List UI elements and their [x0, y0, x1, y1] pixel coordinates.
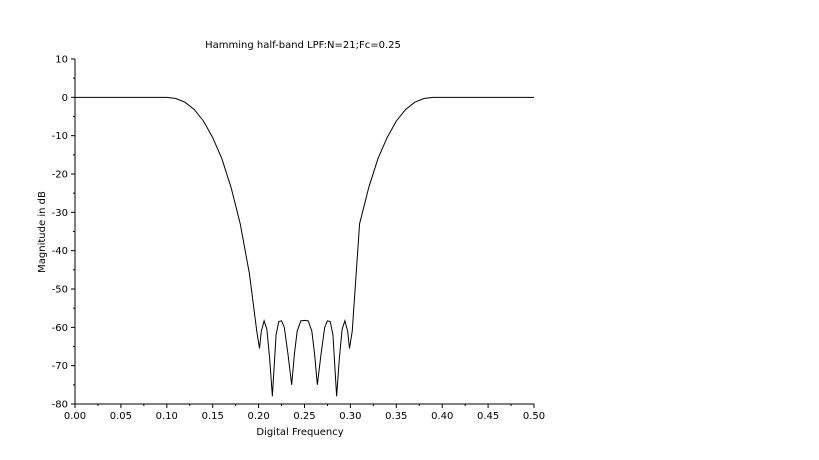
series-line-magnitude [75, 96, 534, 397]
x-tick-label: 0.05 [110, 411, 132, 422]
y-tick-label: -60 [52, 323, 68, 334]
y-tick-label: 10 [55, 55, 68, 66]
y-tick-label: -20 [52, 170, 68, 181]
y-tick-label: -80 [52, 400, 68, 411]
x-tick-label: 0.10 [156, 411, 178, 422]
chart-title: Hamming half-band LPF:N=21;Fc=0.25 [205, 40, 401, 51]
y-tick-label: -10 [52, 131, 68, 142]
x-tick-label: 0.15 [202, 411, 224, 422]
x-axis-label: Digital Frequency [256, 427, 343, 438]
y-tick-label: -30 [52, 208, 68, 219]
x-tick-label: 0.20 [247, 411, 269, 422]
x-tick-label: 0.00 [64, 411, 86, 422]
y-tick-label: -70 [52, 361, 68, 372]
x-tick-label: 0.40 [431, 411, 453, 422]
y-tick-label: 0 [62, 93, 68, 104]
x-tick-label: 0.30 [339, 411, 361, 422]
x-tick-label: 0.35 [385, 411, 407, 422]
y-axis-label: Magnitude in dB [37, 191, 48, 273]
x-tick-label: 0.50 [523, 411, 545, 422]
y-axis: 10 0 -10 -20 -30 -40 -50 -60 -70 -80 [52, 55, 75, 411]
y-tick-label: -50 [52, 285, 68, 296]
y-tick-label: -40 [52, 246, 68, 257]
x-axis: 0.00 0.05 0.10 0.15 0.20 0.25 0.30 0.35 0.40 0.45… [64, 404, 545, 422]
x-tick-label: 0.25 [293, 411, 315, 422]
x-tick-label: 0.45 [477, 411, 499, 422]
